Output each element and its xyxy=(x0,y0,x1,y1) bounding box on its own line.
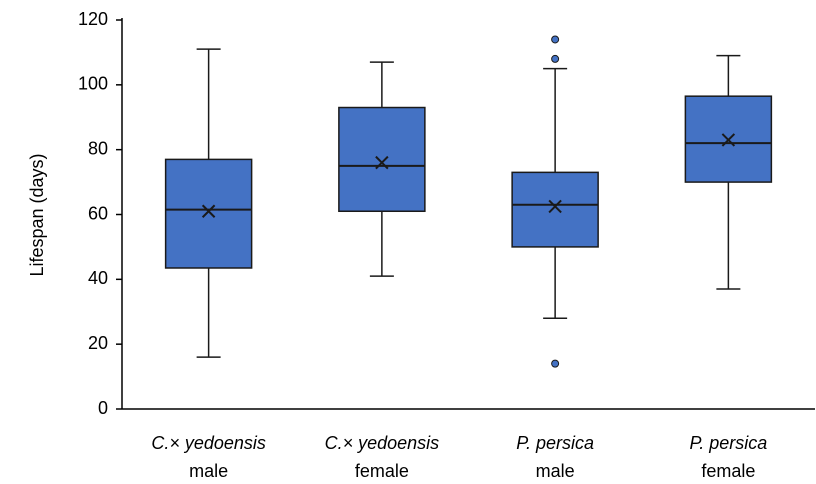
x-tick-sublabel: female xyxy=(355,461,409,481)
x-tick-sublabel: female xyxy=(701,461,755,481)
box xyxy=(338,106,426,213)
x-tick-label: P. persica xyxy=(516,433,594,453)
outlier xyxy=(551,35,560,44)
y-tick-label: 120 xyxy=(78,9,108,29)
x-tick-label: C.× yedoensis xyxy=(325,433,440,453)
x-tick-sublabel: male xyxy=(536,461,575,481)
mean-marker xyxy=(375,155,389,170)
y-axis-title: Lifespan (days) xyxy=(27,153,47,276)
x-tick-label: P. persica xyxy=(690,433,768,453)
mean-marker xyxy=(201,204,216,218)
outlier xyxy=(551,359,560,368)
outlier xyxy=(551,54,560,63)
y-tick-label: 80 xyxy=(88,138,108,158)
mean-marker xyxy=(548,199,562,214)
box xyxy=(164,158,253,269)
y-tick-label: 20 xyxy=(88,333,108,353)
box xyxy=(511,171,599,248)
y-tick-label: 60 xyxy=(88,203,108,223)
x-tick-label: C.× yedoensis xyxy=(151,433,266,453)
y-tick-label: 40 xyxy=(88,268,108,288)
y-tick-label: 100 xyxy=(78,74,108,94)
x-tick-sublabel: male xyxy=(189,461,228,481)
y-tick-label: 0 xyxy=(98,398,108,418)
mean-marker xyxy=(721,133,736,147)
